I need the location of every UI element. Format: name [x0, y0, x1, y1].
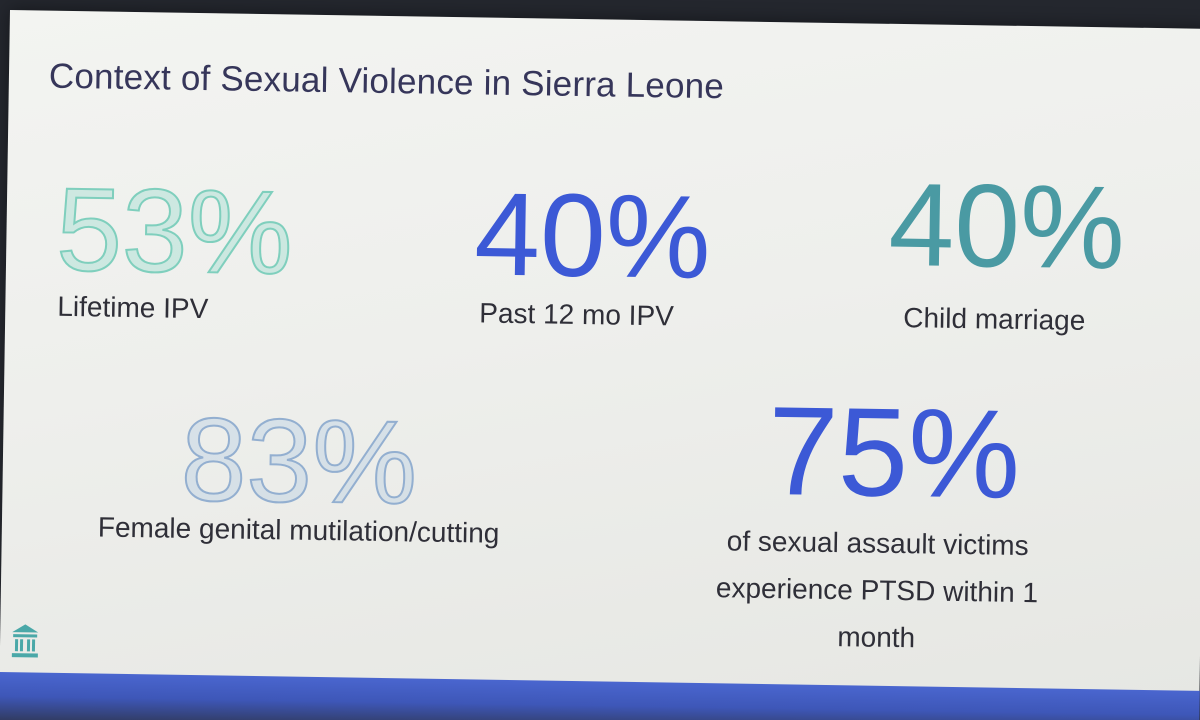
institution-building-icon [10, 622, 41, 660]
stat-fgm-c: 83% Female genital mutilation/cutting [98, 393, 502, 550]
stat-child-marriage: 40% Child marriage [887, 158, 1126, 338]
stat-lifetime-ipv: 53% Lifetime IPV [55, 163, 295, 327]
stat-value: 75% [766, 379, 1022, 525]
stat-label: Female genital mutilation/cutting [97, 511, 500, 549]
presentation-slide: Context of Sexual Violence in Sierra Leo… [0, 10, 1200, 701]
slide-title: Context of Sexual Violence in Sierra Leo… [48, 56, 725, 107]
stat-label: Child marriage [903, 302, 1086, 336]
stat-label: of sexual assault victims experience PTS… [715, 525, 1039, 654]
stat-ptsd: 75% of sexual assault victims experience… [716, 379, 1060, 663]
stat-value: 40% [887, 158, 1126, 295]
stat-value: 40% [473, 168, 712, 305]
stat-value: 53% [55, 163, 295, 301]
stat-value: 83% [179, 393, 419, 531]
stat-past-12-mo-ipv: 40% Past 12 mo IPV [473, 168, 712, 333]
